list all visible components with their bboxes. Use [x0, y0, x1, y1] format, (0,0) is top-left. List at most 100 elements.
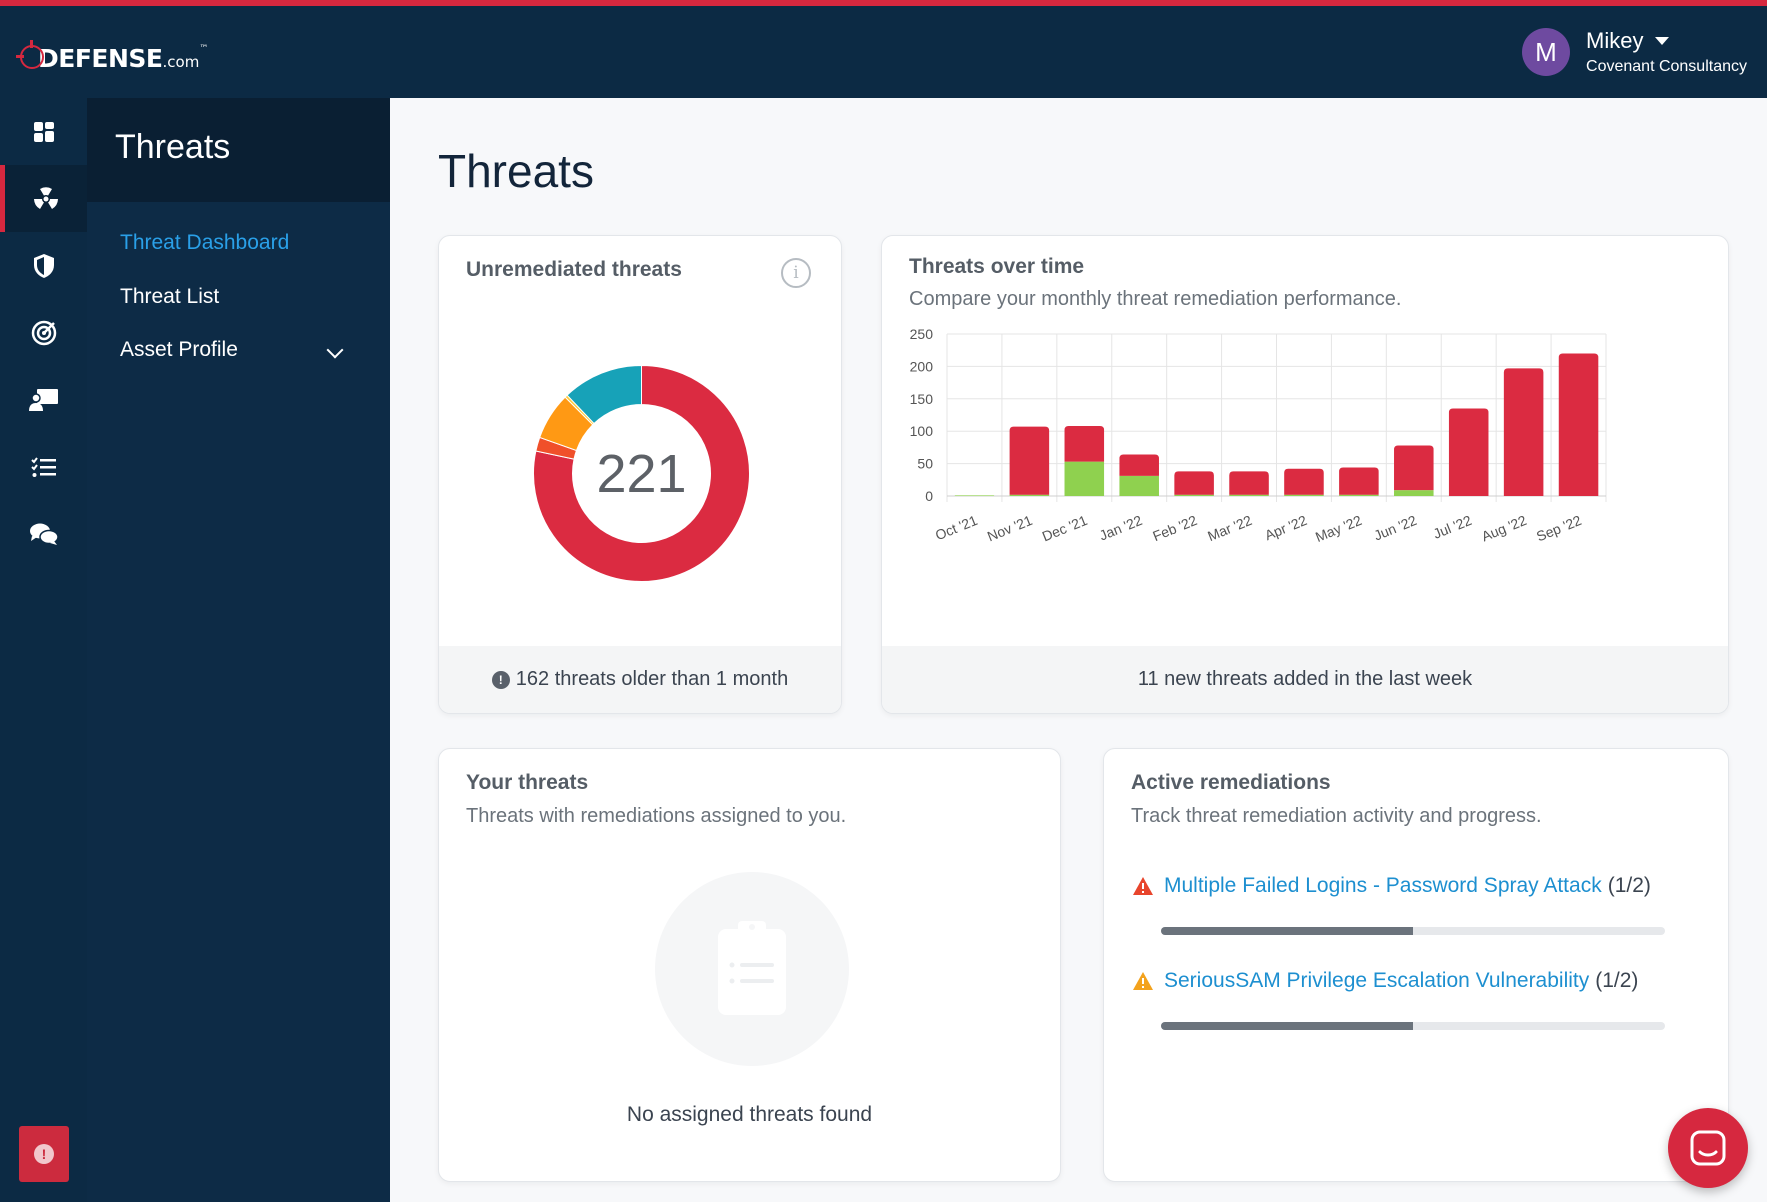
- info-icon[interactable]: i: [781, 258, 811, 288]
- remediation-link[interactable]: SeriousSAM Privilege Escalation Vulnerab…: [1164, 969, 1590, 992]
- main-content: Threats Unremediated threats i 221 ! 162…: [390, 98, 1767, 1202]
- new-threats-text: 11 new threats added in the last week: [1137, 668, 1473, 690]
- progress-fill: [1161, 1022, 1413, 1030]
- chat-bubbles-icon: [29, 523, 59, 545]
- x-tick-label: Jan '22: [1097, 512, 1145, 544]
- bar-segment[interactable]: [1394, 445, 1434, 491]
- crosshair-icon: [16, 39, 46, 69]
- bar-segment[interactable]: [1284, 494, 1324, 496]
- subnav-title: Threats: [87, 98, 390, 202]
- alert-button[interactable]: !: [19, 1126, 69, 1182]
- subnav-item-asset-profile[interactable]: Asset Profile: [120, 338, 365, 362]
- remediation-count: (1/2): [1607, 874, 1651, 897]
- card-title: Your threats: [466, 771, 589, 794]
- clipboard-icon: [718, 921, 786, 1015]
- user-menu[interactable]: M Mikey Covenant Consultancy: [1522, 28, 1747, 76]
- bar-segment[interactable]: [1339, 494, 1379, 496]
- radar-icon: [31, 320, 56, 345]
- y-tick-label: 200: [910, 358, 934, 374]
- bar-segment[interactable]: [1064, 461, 1105, 496]
- rail-training[interactable]: [0, 366, 87, 433]
- donut-slice[interactable]: [533, 364, 750, 582]
- chevron-down-icon[interactable]: [326, 341, 344, 359]
- exclamation-circle-icon: !: [491, 670, 510, 689]
- bar-segment[interactable]: [954, 495, 995, 496]
- bar-segment[interactable]: [1339, 467, 1379, 495]
- bar-segment[interactable]: [1174, 471, 1214, 495]
- bar-segment[interactable]: [1064, 426, 1105, 462]
- sub-navigation: Threats Threat Dashboard Threat List Ass…: [87, 98, 390, 1202]
- card-subtitle: Track threat remediation activity and pr…: [1131, 805, 1542, 827]
- donut-svg: [533, 364, 750, 582]
- x-tick-label: Feb '22: [1150, 512, 1199, 544]
- remediation-item: Multiple Failed Logins - Password Spray …: [1132, 874, 1651, 898]
- remediation-count: (1/2): [1595, 969, 1639, 992]
- bar-segment[interactable]: [1009, 494, 1050, 496]
- brand-name: DEFENSE: [38, 44, 163, 73]
- x-tick-label: Sep '22: [1534, 512, 1584, 545]
- empty-state-text: No assigned threats found: [626, 1103, 873, 1126]
- severity-donut-chart: 221: [519, 351, 764, 596]
- rail-dashboard[interactable]: [0, 98, 87, 165]
- x-tick-label: Mar '22: [1205, 512, 1254, 544]
- user-name: Mikey: [1586, 28, 1644, 53]
- y-tick-label: 50: [917, 456, 933, 472]
- card-title: Active remediations: [1131, 771, 1331, 794]
- x-tick-label: Apr '22: [1262, 512, 1309, 543]
- total-threats-count: 221: [596, 443, 687, 504]
- subnav-item-threat-list[interactable]: Threat List: [120, 285, 220, 308]
- empty-state-illustration: [655, 872, 849, 1066]
- avatar[interactable]: M: [1522, 28, 1571, 76]
- rail-messages[interactable]: [0, 500, 87, 567]
- top-bar: DEFENSE.com™ M Mikey Covenant Consultanc…: [0, 0, 1767, 98]
- threats-bar-chart: 0 50 100 150 200 250 Oct '21 Nov '21 Dec '21 Jan …: [910, 326, 1607, 545]
- progress-fill: [1161, 927, 1413, 935]
- brand-logo[interactable]: DEFENSE.com™: [16, 36, 209, 73]
- bar-segment[interactable]: [1229, 471, 1269, 495]
- icon-rail: !: [0, 98, 87, 1202]
- bar-segment[interactable]: [1119, 454, 1159, 476]
- card-subtitle: Compare your monthly threat remediation …: [909, 288, 1402, 310]
- remediation-link[interactable]: Multiple Failed Logins - Password Spray …: [1164, 874, 1602, 897]
- y-tick-label: 100: [910, 423, 934, 439]
- user-organization: Covenant Consultancy: [1586, 58, 1747, 75]
- bar-segment[interactable]: [1558, 353, 1599, 496]
- brand-tm: ™: [199, 44, 209, 54]
- rail-tasks[interactable]: [0, 433, 87, 500]
- bar-segment[interactable]: [1394, 490, 1434, 496]
- x-tick-label: Jun '22: [1371, 512, 1419, 544]
- older-threats-text: 162 threats older than 1 month: [515, 668, 789, 690]
- support-chat-button[interactable]: [1668, 1108, 1748, 1188]
- page-title: Threats: [438, 145, 594, 197]
- warning-icon: [1133, 877, 1153, 895]
- y-tick-label: 0: [925, 488, 933, 504]
- subnav-item-threat-dashboard[interactable]: Threat Dashboard: [120, 231, 290, 254]
- card-footer: 11 new threats added in the last week: [882, 646, 1728, 713]
- bar-segment[interactable]: [1284, 468, 1324, 495]
- rail-security[interactable]: [0, 232, 87, 299]
- bar-segment[interactable]: [1119, 475, 1159, 496]
- bar-segment[interactable]: [1448, 408, 1489, 496]
- threats-over-time-card: Threats over time Compare your monthly t…: [881, 235, 1729, 714]
- x-tick-label: Jul '22: [1431, 512, 1474, 542]
- x-tick-label: May '22: [1313, 512, 1364, 545]
- remediation-progress-bar: [1161, 1022, 1665, 1030]
- checklist-icon: [30, 456, 56, 477]
- rail-threats[interactable]: [0, 165, 87, 232]
- rail-scan[interactable]: [0, 299, 87, 366]
- user-presentation-icon: [28, 388, 58, 411]
- active-remediations-card: Active remediations Track threat remedia…: [1103, 748, 1729, 1182]
- caret-down-icon[interactable]: [1655, 37, 1670, 45]
- bar-segment[interactable]: [1229, 494, 1269, 496]
- card-subtitle: Threats with remediations assigned to yo…: [466, 805, 847, 827]
- bar-segment[interactable]: [1174, 494, 1214, 496]
- bar-segment[interactable]: [1503, 368, 1544, 496]
- card-title: Threats over time: [909, 255, 1085, 278]
- x-tick-label: Dec '21: [1040, 512, 1090, 545]
- donut-slice[interactable]: [566, 364, 642, 425]
- subnav-item-label: Asset Profile: [120, 338, 238, 361]
- alert-icon: !: [34, 1144, 54, 1164]
- warning-icon: [1133, 972, 1153, 990]
- card-title: Unremediated threats: [466, 258, 682, 281]
- bar-segment[interactable]: [1009, 426, 1050, 495]
